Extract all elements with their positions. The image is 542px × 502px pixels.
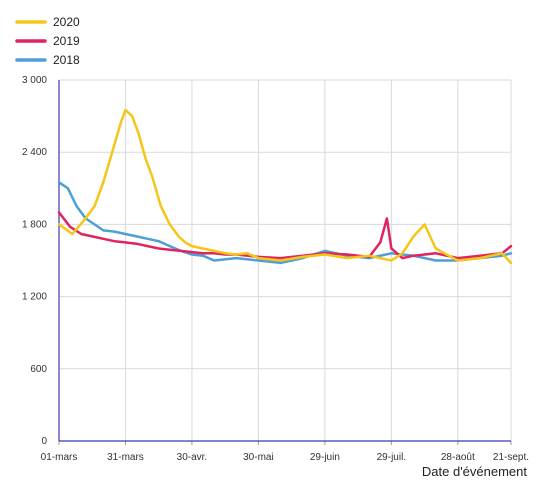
y-tick-label: 1 800 (22, 219, 47, 230)
y-tick-label: 3 000 (22, 75, 47, 86)
x-tick-label: 31-mars (107, 452, 144, 463)
legend: 2020 2019 2018 (15, 15, 80, 67)
x-tick-label: 30-mai (243, 452, 274, 463)
legend-label-2020: 2020 (53, 15, 80, 29)
tick-labels: 0 600 1 200 1 800 2 400 3 000 01-mars 31-mars 30… (22, 75, 529, 463)
legend-label-2018: 2018 (53, 53, 80, 67)
x-tick-label: 30-avr. (177, 452, 208, 463)
series-lines (57, 108, 513, 265)
y-tick-label: 2 400 (22, 147, 47, 158)
x-tick-label: 28-août (441, 452, 475, 463)
x-tick-label: 01-mars (41, 452, 78, 463)
y-tick-label: 1 200 (22, 292, 47, 303)
axes (58, 80, 512, 445)
y-tick-label: 0 (41, 436, 47, 447)
y-tick-label: 600 (30, 364, 47, 375)
x-tick-label: 29-juil. (377, 452, 406, 463)
x-axis-title: Date d'événement (422, 464, 527, 479)
series-line-2020 (57, 108, 513, 265)
series-line-2018 (57, 181, 513, 265)
x-tick-label: 21-sept. (493, 452, 529, 463)
x-tick-label: 29-juin (310, 452, 340, 463)
legend-label-2019: 2019 (53, 34, 80, 48)
